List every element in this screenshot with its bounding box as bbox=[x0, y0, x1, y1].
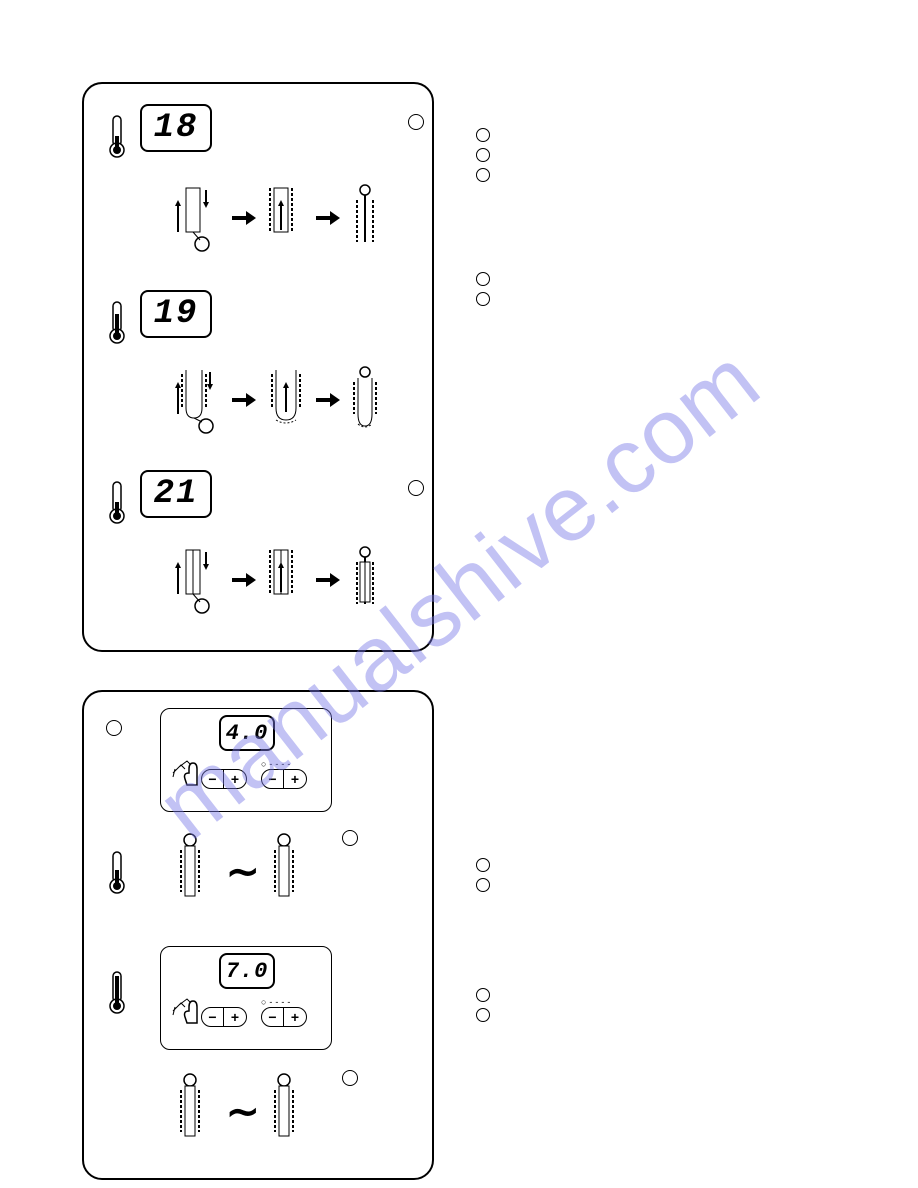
foot-step2-icon bbox=[266, 182, 306, 254]
display-value: 19 bbox=[154, 295, 199, 333]
arrow-right-icon bbox=[232, 573, 256, 587]
foot-variant-icon bbox=[176, 832, 216, 912]
tilde-icon: ∼ bbox=[226, 1092, 260, 1132]
arrow-right-icon bbox=[232, 393, 256, 407]
minus-plus-buttons[interactable]: −+ bbox=[261, 1007, 307, 1027]
foot-step1-icon bbox=[172, 544, 222, 616]
thermometer-icon bbox=[108, 114, 126, 158]
tension-display: 7.0 bbox=[219, 953, 275, 989]
knob-circle bbox=[342, 830, 358, 846]
minus-plus-buttons[interactable]: −+ bbox=[201, 1007, 247, 1027]
stitch-guide-panel: 18 19 bbox=[82, 82, 434, 652]
thermometer-icon bbox=[108, 850, 126, 894]
marker-circle bbox=[476, 148, 490, 162]
marker-circle bbox=[476, 128, 490, 142]
marker-circle bbox=[476, 1008, 490, 1022]
stitch-comparison: ∼ bbox=[176, 1072, 310, 1152]
display-value: 4.0 bbox=[226, 721, 269, 746]
foot-variant-icon bbox=[270, 1072, 310, 1152]
tension-guide-panel: 4.0 −+ ○---- −+ ∼ bbox=[82, 690, 434, 1180]
foot-step1-icon bbox=[172, 182, 222, 254]
foot-step3-icon bbox=[350, 182, 380, 254]
stitch-comparison: ∼ bbox=[176, 832, 310, 912]
marker-circle bbox=[476, 292, 490, 306]
thermometer-icon bbox=[108, 970, 126, 1014]
thermometer-icon bbox=[108, 300, 126, 344]
foot-step2-icon bbox=[266, 544, 306, 616]
dashes-icon: ○---- bbox=[261, 759, 293, 769]
foot-step3-icon bbox=[350, 544, 380, 616]
stitch-number-display: 21 bbox=[140, 470, 212, 518]
arrow-right-icon bbox=[232, 211, 256, 225]
display-value: 21 bbox=[154, 475, 199, 513]
display-value: 7.0 bbox=[226, 959, 269, 984]
stitch-number-display: 18 bbox=[140, 104, 212, 152]
stitch-sequence bbox=[172, 544, 380, 616]
knob-circle bbox=[342, 1070, 358, 1086]
marker-circle bbox=[476, 272, 490, 286]
arrow-right-icon bbox=[316, 211, 340, 225]
dashes-icon: ○---- bbox=[261, 997, 293, 1007]
tension-display: 4.0 bbox=[219, 715, 275, 751]
arrow-right-icon bbox=[316, 393, 340, 407]
minus-plus-buttons[interactable]: −+ bbox=[201, 769, 247, 789]
marker-circle bbox=[476, 988, 490, 1002]
foot-step2-icon bbox=[266, 364, 306, 436]
marker-circle bbox=[476, 858, 490, 872]
thermometer-icon bbox=[108, 480, 126, 524]
marker-circle bbox=[476, 878, 490, 892]
knob-circle bbox=[408, 480, 424, 496]
stitch-sequence bbox=[172, 364, 380, 436]
step-circle bbox=[106, 720, 122, 736]
control-module: 4.0 −+ ○---- −+ bbox=[160, 708, 332, 812]
display-value: 18 bbox=[154, 109, 199, 147]
foot-step1-icon bbox=[172, 364, 222, 436]
stitch-sequence bbox=[172, 182, 380, 254]
stitch-number-display: 19 bbox=[140, 290, 212, 338]
control-module: 7.0 −+ ○---- −+ bbox=[160, 946, 332, 1050]
knob-circle bbox=[408, 114, 424, 130]
minus-plus-buttons[interactable]: −+ bbox=[261, 769, 307, 789]
marker-circle bbox=[476, 168, 490, 182]
foot-variant-icon bbox=[270, 832, 310, 912]
foot-step3-icon bbox=[350, 364, 380, 436]
foot-variant-icon bbox=[176, 1072, 216, 1152]
arrow-right-icon bbox=[316, 573, 340, 587]
tilde-icon: ∼ bbox=[226, 852, 260, 892]
